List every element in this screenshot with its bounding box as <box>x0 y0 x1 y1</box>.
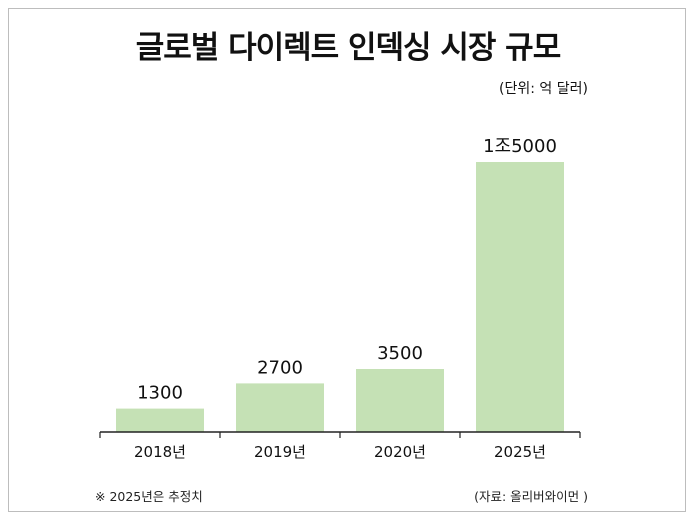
x-tick-labels-layer: 2018년 2019년 2020년 2025년 <box>134 443 546 461</box>
x-ticks-layer <box>99 432 581 438</box>
data-label-0: 1300 <box>137 383 183 404</box>
data-label-1: 2700 <box>257 357 303 378</box>
x-tick-label-0: 2018년 <box>134 443 186 461</box>
bar-0 <box>116 408 204 432</box>
unit-note: (단위: 억 달러) <box>499 81 588 97</box>
source-note: (자료: 올리버와이먼 ) <box>474 489 588 504</box>
x-tick-label-3: 2025년 <box>494 443 546 461</box>
footnote: ※ 2025년은 추정치 <box>95 489 203 504</box>
data-labels-layer: 1300 2700 3500 1조5000 <box>137 136 557 404</box>
data-label-3: 1조5000 <box>483 136 557 157</box>
bar-3 <box>476 162 564 432</box>
x-tick-label-2: 2020년 <box>374 443 426 461</box>
bar-2 <box>356 369 444 432</box>
chart-title: 글로벌 다이렉트 인덱싱 시장 규모 <box>135 30 561 66</box>
bar-1 <box>236 383 324 432</box>
data-label-2: 3500 <box>377 343 423 364</box>
x-tick-label-1: 2019년 <box>254 443 306 461</box>
bars-layer <box>116 162 564 432</box>
